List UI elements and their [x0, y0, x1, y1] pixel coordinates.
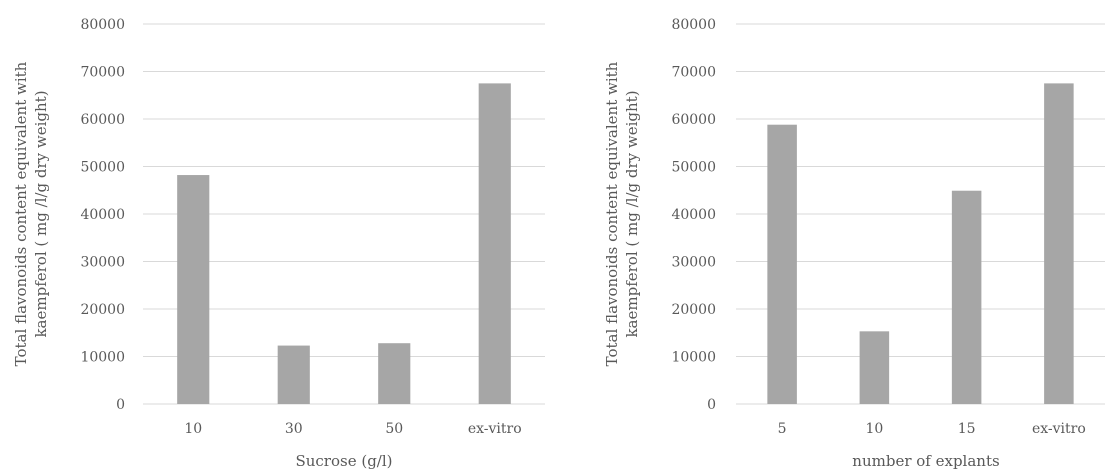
y-tick-label: 10000: [671, 350, 716, 366]
y-tick-label: 50000: [671, 160, 716, 176]
bar-10: [177, 175, 210, 404]
bar-ex-vitro: [478, 83, 511, 404]
y-axis-title-line-2: kaempferol ( mg /l/g dry weight): [623, 90, 641, 337]
x-axis-title: Sucrose (g/l): [295, 452, 392, 470]
y-tick-label: 20000: [80, 302, 125, 318]
y-tick-label: 70000: [80, 65, 125, 81]
y-tick-label: 80000: [80, 17, 125, 33]
y-tick-label: 0: [707, 397, 716, 413]
y-axis-title-line-1: Total flavonoids content equivalent with: [603, 61, 621, 366]
x-category-label: 10: [184, 421, 202, 437]
y-axis-title-line-2: kaempferol ( mg /l/g dry weight): [32, 90, 50, 337]
x-category-label: 5: [778, 421, 787, 437]
y-axis-title-line-1: Total flavonoids content equivalent with: [12, 61, 30, 366]
x-category-label: 30: [285, 421, 303, 437]
y-tick-label: 60000: [671, 112, 716, 128]
y-tick-label: 60000: [80, 112, 125, 128]
y-tick-label: 0: [116, 397, 125, 413]
y-tick-label: 70000: [671, 65, 716, 81]
chart-2: 0 10000 20000 30000 40000 50000 60000 70000 8000…: [603, 17, 1105, 470]
x-category-label: ex-vitro: [468, 421, 522, 437]
y-tick-label: 30000: [80, 255, 125, 271]
y-tick-label: 80000: [671, 17, 716, 33]
y-tick-label: 50000: [80, 160, 125, 176]
x-axis-title: number of explants: [852, 452, 999, 470]
bar-ex-vitro: [1044, 83, 1074, 404]
x-category-label: ex-vitro: [1032, 421, 1086, 437]
chart-1: 0 10000 20000 30000 40000 50000 60000 70000 8000…: [12, 17, 545, 470]
bar-10: [859, 331, 890, 404]
x-category-label: 10: [865, 421, 883, 437]
bar-15: [951, 190, 982, 404]
y-tick-label: 10000: [80, 350, 125, 366]
y-tick-label: 20000: [671, 302, 716, 318]
bar-5: [767, 124, 797, 404]
y-tick-label: 40000: [671, 207, 716, 223]
y-tick-label: 30000: [671, 255, 716, 271]
x-category-label: 50: [385, 421, 403, 437]
bar-50: [378, 343, 411, 404]
x-category-label: 15: [958, 421, 976, 437]
bar-30: [277, 345, 310, 404]
y-tick-label: 40000: [80, 207, 125, 223]
